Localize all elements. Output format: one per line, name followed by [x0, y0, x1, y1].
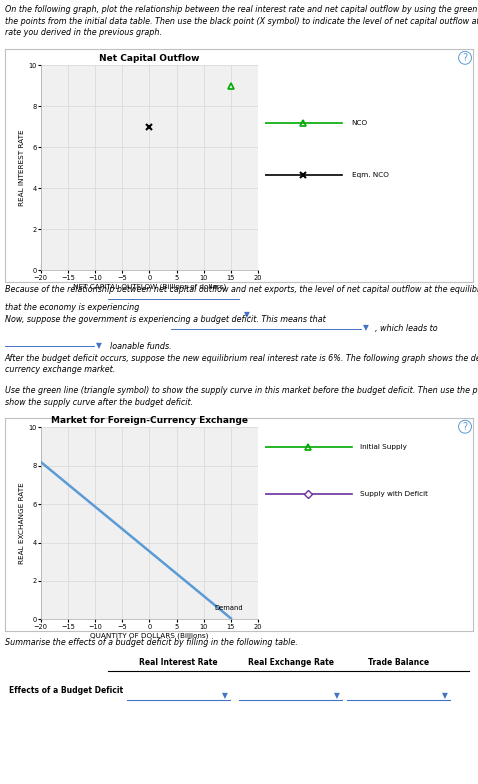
Title: Market for Foreign-Currency Exchange: Market for Foreign-Currency Exchange — [51, 416, 248, 425]
Text: ▼: ▼ — [222, 691, 228, 699]
Text: On the following graph, plot the relationship between the real interest rate and: On the following graph, plot the relatio… — [5, 5, 478, 38]
Text: ▼: ▼ — [442, 691, 448, 699]
X-axis label: NET CAPITAL OUTFLOW (Billions of dollars): NET CAPITAL OUTFLOW (Billions of dollars… — [73, 284, 226, 290]
Text: , which leads to: , which leads to — [375, 324, 437, 333]
Text: Real Interest Rate: Real Interest Rate — [139, 659, 217, 667]
Text: ▼: ▼ — [96, 341, 102, 350]
Text: Supply with Deficit: Supply with Deficit — [360, 492, 428, 497]
Title: Net Capital Outflow: Net Capital Outflow — [99, 54, 200, 63]
Text: After the budget deficit occurs, suppose the new equilibrium real interest rate : After the budget deficit occurs, suppose… — [5, 354, 478, 375]
Text: that the economy is experiencing: that the economy is experiencing — [5, 303, 139, 312]
Text: NCO: NCO — [352, 120, 368, 126]
Text: ?: ? — [463, 422, 467, 432]
Text: Summarise the effects of a budget deficit by filling in the following table.: Summarise the effects of a budget defici… — [5, 637, 297, 647]
Text: Use the green line (triangle symbol) to show the supply curve in this market bef: Use the green line (triangle symbol) to … — [5, 386, 478, 407]
Text: Because of the relationship between net capital outflow and net exports, the lev: Because of the relationship between net … — [5, 285, 478, 294]
Text: ▼: ▼ — [335, 691, 340, 699]
Text: Demand: Demand — [215, 604, 243, 611]
Text: ?: ? — [463, 53, 467, 63]
Text: Real Exchange Rate: Real Exchange Rate — [248, 659, 334, 667]
Y-axis label: REAL INTEREST RATE: REAL INTEREST RATE — [19, 129, 25, 206]
Y-axis label: REAL EXCHANGE RATE: REAL EXCHANGE RATE — [19, 482, 25, 564]
Text: ▼: ▼ — [244, 310, 250, 319]
Text: Eqm. NCO: Eqm. NCO — [352, 172, 389, 178]
X-axis label: QUANTITY OF DOLLARS (Billions): QUANTITY OF DOLLARS (Billions) — [90, 633, 208, 639]
Text: .: . — [249, 310, 251, 319]
Text: ▼: ▼ — [363, 323, 369, 332]
Text: Now, suppose the government is experiencing a budget deficit. This means that: Now, suppose the government is experienc… — [5, 315, 326, 324]
Text: Effects of a Budget Deficit: Effects of a Budget Deficit — [9, 686, 123, 695]
Text: loanable funds.: loanable funds. — [110, 342, 172, 350]
Text: Trade Balance: Trade Balance — [368, 659, 429, 667]
Text: Initial Supply: Initial Supply — [360, 445, 407, 451]
